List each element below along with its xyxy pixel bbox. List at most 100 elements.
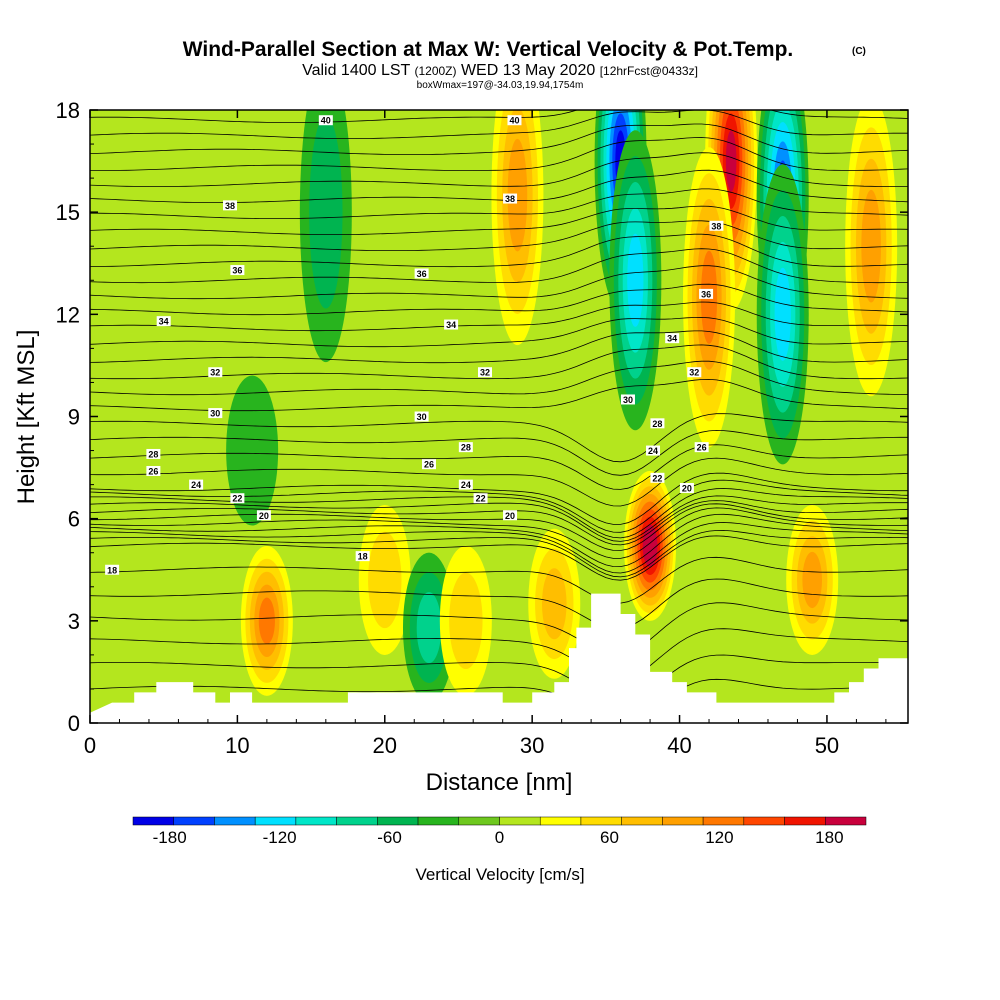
isentrope-label-text: 26 xyxy=(424,460,434,470)
x-tick-label: 10 xyxy=(225,733,249,758)
isentrope-label-text: 28 xyxy=(461,443,471,453)
valid-prefix: Valid 1400 LST xyxy=(302,62,410,79)
isentrope-label: 26 xyxy=(421,459,436,470)
isentrope-line xyxy=(90,248,908,284)
isentrope-label: 38 xyxy=(503,193,518,204)
isentrope-label: 18 xyxy=(105,564,120,575)
y-tick-label: 15 xyxy=(56,200,80,225)
isentrope-label-text: 36 xyxy=(701,289,711,299)
isentrope-label-bg xyxy=(458,479,473,490)
isentrope-line xyxy=(90,123,908,155)
isentrope-line xyxy=(90,495,908,542)
isentrope-label-bg xyxy=(414,411,429,422)
isentrope-label-text: 32 xyxy=(689,368,699,378)
x-tick-label: 50 xyxy=(815,733,839,758)
isentrope-labels: 18 18 20 20 20 22 22 22 24 24 24 26 26 26 28 28 28 30 30 30… xyxy=(105,115,724,575)
isentrope-label-text: 20 xyxy=(682,484,692,494)
isentrope-label-bg xyxy=(694,442,709,453)
valid-date: WED 13 May 2020 xyxy=(461,62,595,79)
y-axis-label: Height [Kft MSL] xyxy=(13,330,40,505)
isentrope-line xyxy=(90,344,908,380)
isentrope-label-bg xyxy=(665,333,680,344)
colorbar-label: Vertical Velocity [cm/s] xyxy=(415,865,584,884)
isentrope-line xyxy=(90,360,908,396)
isentrope-label-text: 22 xyxy=(476,494,486,504)
isentrope-line xyxy=(90,500,908,546)
isentrope-label: 20 xyxy=(256,510,271,521)
isentrope-line xyxy=(90,472,908,525)
isentrope-label-text: 34 xyxy=(446,320,456,330)
w-feature xyxy=(609,130,662,431)
isentrope-contours xyxy=(90,110,908,723)
colorbar: -180 -120 -60 0 60 120 180 xyxy=(132,816,867,847)
isentrope-line xyxy=(90,556,908,604)
isentrope-label-bg xyxy=(473,493,488,504)
isentrope-line xyxy=(90,110,908,139)
isentrope-label-bg xyxy=(646,445,661,456)
isentrope-line xyxy=(90,578,908,629)
colorbar-swatch xyxy=(825,816,867,826)
w-feature xyxy=(299,110,352,363)
isentrope-label: 36 xyxy=(414,268,429,279)
isentrope-label: 40 xyxy=(318,115,333,126)
isentrope-line xyxy=(90,152,908,187)
isentrope-label-text: 28 xyxy=(652,419,662,429)
x-tick-label: 30 xyxy=(520,733,544,758)
isentrope-label: 36 xyxy=(699,288,714,299)
isentrope-label-text: 38 xyxy=(711,221,721,231)
isentrope-label-bg xyxy=(189,479,204,490)
isentrope-label-text: 38 xyxy=(505,194,515,204)
w-band xyxy=(449,572,483,670)
isentrope-label-bg xyxy=(208,408,223,419)
isentrope-label: 22 xyxy=(230,493,245,504)
isentrope-label-bg xyxy=(318,115,333,126)
isentrope-label: 34 xyxy=(665,333,680,344)
isentrope-label-bg xyxy=(503,193,518,204)
w-feature xyxy=(439,545,492,696)
isentrope-line xyxy=(90,205,908,235)
isentrope-label-bg xyxy=(507,115,522,126)
isentrope-label: 24 xyxy=(189,479,204,490)
colorbar-swatch xyxy=(784,816,826,826)
terrain-mask xyxy=(90,593,908,723)
isentrope-label-text: 30 xyxy=(417,412,427,422)
isentrope-line xyxy=(90,188,908,219)
isentrope-label-text: 24 xyxy=(648,446,658,456)
isentrope-line xyxy=(90,654,908,704)
w-band xyxy=(627,233,644,327)
w-band xyxy=(774,267,791,361)
isentrope-label: 22 xyxy=(650,472,665,483)
isentrope-label: 34 xyxy=(156,316,171,327)
w-band xyxy=(802,551,822,609)
colorbar-swatch xyxy=(580,816,622,826)
w-feature xyxy=(624,470,677,621)
isentrope-line xyxy=(90,429,908,476)
isentrope-label: 30 xyxy=(208,408,223,419)
isentrope-label-bg xyxy=(256,510,271,521)
isentrope-label: 36 xyxy=(230,265,245,276)
x-axis-label: Distance [nm] xyxy=(426,769,573,796)
isentrope-label: 24 xyxy=(646,445,661,456)
isentrope-label-text: 40 xyxy=(321,116,331,126)
isentrope-label: 28 xyxy=(650,418,665,429)
w-feature xyxy=(240,545,293,696)
colorbar-swatch xyxy=(173,816,215,826)
w-feature xyxy=(786,504,839,655)
isentrope-line xyxy=(90,628,908,681)
isentrope-line xyxy=(90,529,908,578)
isentrope-label-text: 30 xyxy=(210,409,220,419)
y-tick-label: 3 xyxy=(68,609,80,634)
isentrope-line xyxy=(90,413,908,463)
isentrope-label: 20 xyxy=(503,510,518,521)
isentrope-label-text: 32 xyxy=(480,368,490,378)
isentrope-line xyxy=(90,316,908,348)
isentrope-line xyxy=(90,378,908,412)
colorbar-swatch xyxy=(621,816,663,826)
isentrope-label: 26 xyxy=(694,442,709,453)
isentrope-label-bg xyxy=(458,442,473,453)
colorbar-swatch xyxy=(539,816,582,826)
colorbar-tick-label: -60 xyxy=(377,828,402,847)
colorbar-tick-label: 0 xyxy=(495,828,504,847)
w-band xyxy=(861,189,881,303)
